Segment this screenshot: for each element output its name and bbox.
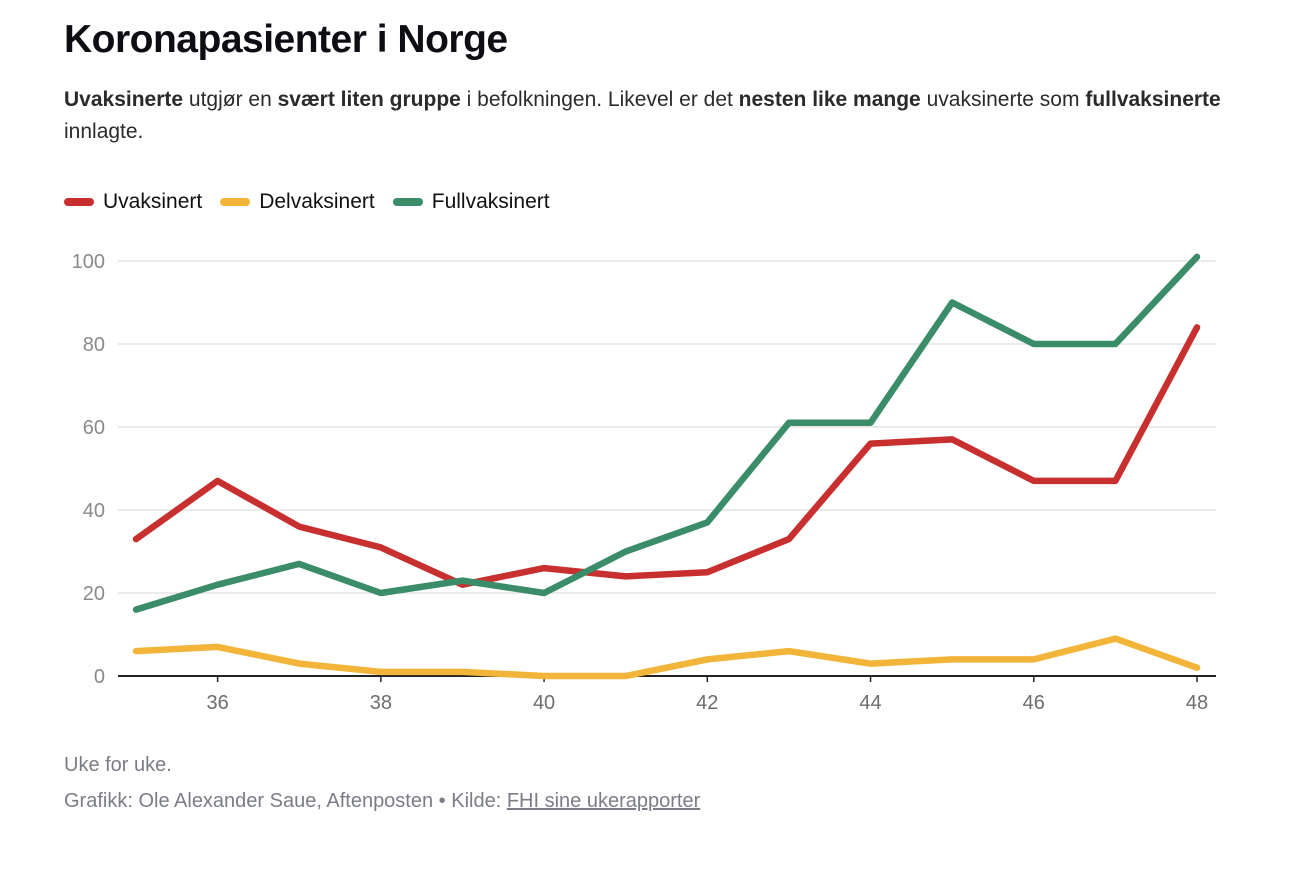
x-tick-label-36: 36: [206, 692, 228, 714]
series-line-delvaksinert: [132, 635, 1201, 680]
x-tick-label-42: 42: [696, 692, 718, 714]
line-chart: 0 20 40 60 80 100 36 38 40 42 44 46 48: [72, 251, 1216, 714]
subtitle-text-2: i befolkningen. Likevel er det: [460, 88, 739, 111]
y-tick-label-60: 60: [83, 417, 105, 439]
x-tick-label-48: 48: [1186, 692, 1208, 714]
legend-item-delvaksinert: Delvaksinert: [220, 190, 375, 214]
x-tick-label-40: 40: [533, 692, 555, 714]
chart-legend: Uvaksinert Delvaksinert Fullvaksinert: [64, 190, 550, 214]
chart-credit: Grafikk: Ole Alexander Saue, Aftenposten…: [64, 790, 700, 813]
source-link[interactable]: FHI sine ukerapporter: [506, 790, 701, 812]
subtitle-text-1: utgjør en: [183, 88, 278, 111]
chart-title: Koronapasienter i Norge: [64, 18, 508, 61]
y-tick-label-20: 20: [83, 583, 105, 605]
y-tick-label-40: 40: [83, 500, 105, 522]
series-line-fullvaksinert: [132, 253, 1201, 613]
legend-swatch-fullvaksinert: [392, 198, 423, 206]
y-tick-label-80: 80: [83, 334, 105, 356]
legend-swatch-delvaksinert: [220, 198, 251, 206]
subtitle-bold-2: svært liten gruppe: [277, 88, 461, 111]
credit-text: Grafikk: Ole Alexander Saue, Aftenposten…: [64, 790, 507, 812]
legend-swatch-uvaksinert: [64, 198, 94, 206]
chart-note: Uke for uke.: [64, 754, 172, 776]
y-tick-label-0: 0: [94, 666, 105, 688]
subtitle-text-3: uvaksinerte som: [920, 88, 1086, 111]
legend-item-fullvaksinert: Fullvaksinert: [392, 190, 550, 214]
subtitle-bold-4: fullvaksinerte: [1085, 88, 1221, 111]
legend-item-uvaksinert: Uvaksinert: [64, 190, 202, 214]
x-tick-label-46: 46: [1023, 692, 1045, 714]
subtitle-text-4: innlagte.: [64, 120, 144, 143]
series-line-uvaksinert: [132, 324, 1201, 588]
subtitle-bold-3: nesten like mange: [738, 88, 921, 111]
x-tick-label-44: 44: [859, 692, 881, 714]
legend-label-delvaksinert: Delvaksinert: [259, 190, 375, 213]
x-tick-label-38: 38: [370, 692, 392, 714]
legend-label-fullvaksinert: Fullvaksinert: [431, 190, 550, 213]
chart-subtitle: Uvaksinerte utgjør en svært liten gruppe…: [64, 84, 1244, 148]
legend-label-uvaksinert: Uvaksinert: [103, 190, 203, 213]
subtitle-bold-1: Uvaksinerte: [64, 88, 184, 111]
y-tick-label-100: 100: [72, 251, 105, 273]
